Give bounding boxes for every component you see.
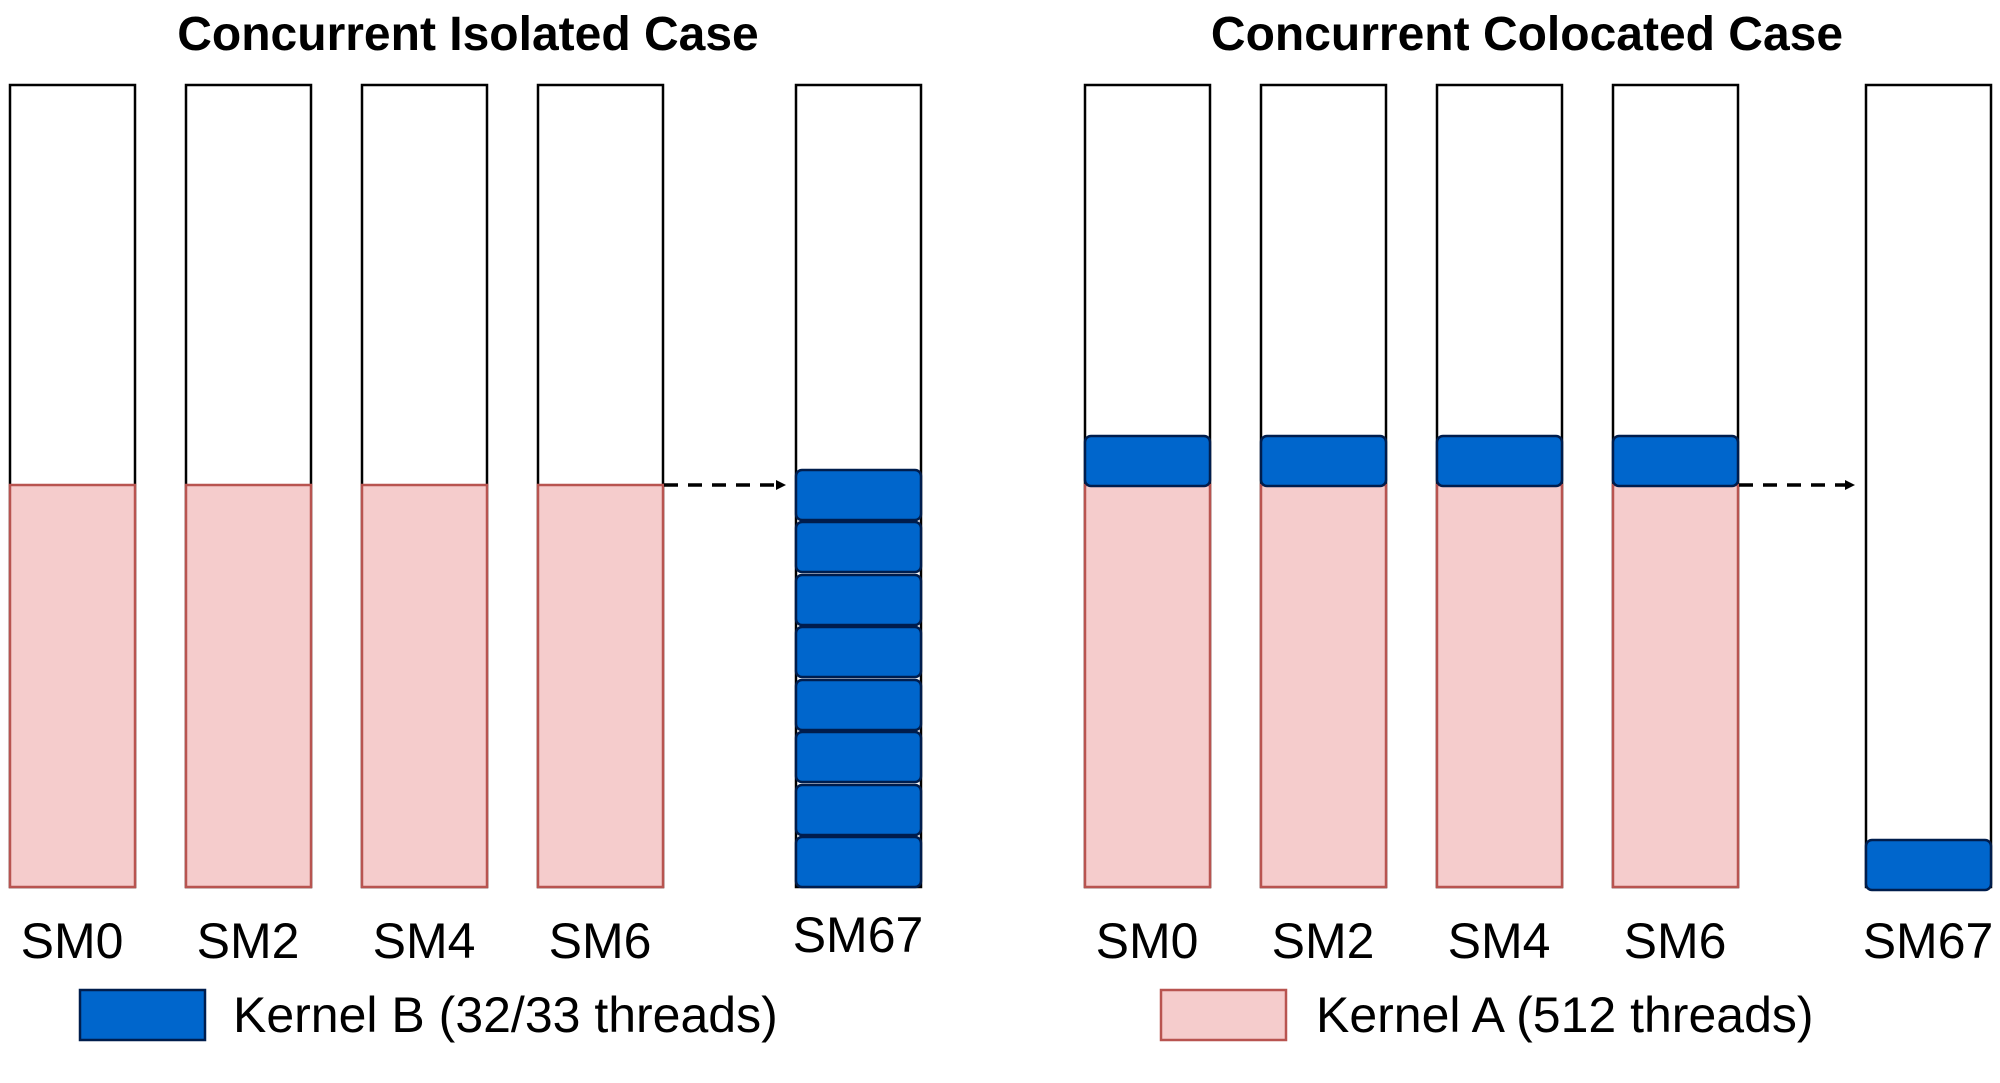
kernel-a-block xyxy=(536,483,665,889)
kernel-b-block xyxy=(1083,434,1212,488)
sm-label: SM2 xyxy=(197,913,300,969)
kernel-a-block xyxy=(8,483,137,889)
legend-label: Kernel B (32/33 threads) xyxy=(233,987,778,1043)
sm-column-sm2: SM2 xyxy=(184,83,313,969)
sm-column-sm67: SM67 xyxy=(1863,83,1994,969)
sm-column-sm67: SM67 xyxy=(793,83,924,963)
sm-label: SM4 xyxy=(373,913,476,969)
kernel-b-block xyxy=(794,520,923,574)
panel-title: Concurrent Colocated Case xyxy=(1211,8,1843,61)
sm-label: SM6 xyxy=(1624,913,1727,969)
kernel-a-block xyxy=(360,483,489,889)
kernel-a-block xyxy=(1611,483,1740,889)
kernel-b-block xyxy=(1259,434,1388,488)
sm-label: SM67 xyxy=(1863,913,1994,969)
sm-label: SM4 xyxy=(1448,913,1551,969)
kernel-a-block xyxy=(184,483,313,889)
kernel-b-block xyxy=(1611,434,1740,488)
kernel-b-block xyxy=(1435,434,1564,488)
sm-column-sm2: SM2 xyxy=(1259,83,1388,969)
sm-column-sm6: SM6 xyxy=(1611,83,1740,969)
sm-label: SM67 xyxy=(793,907,924,963)
kernel-b-block xyxy=(794,625,923,679)
legend-label: Kernel A (512 threads) xyxy=(1316,987,1814,1043)
kernel-a-block xyxy=(1435,483,1564,889)
kernel-a-block xyxy=(1259,483,1388,889)
kernel-a-block xyxy=(1083,483,1212,889)
legend-swatch-kernel-b xyxy=(78,988,207,1042)
sm-label: SM2 xyxy=(1272,913,1375,969)
panel-title: Concurrent Isolated Case xyxy=(177,8,758,61)
sm-column-sm4: SM4 xyxy=(360,83,489,969)
panel-colocated: Concurrent Colocated Case SM0 SM2 SM4 xyxy=(1083,8,1994,1043)
kernel-b-block xyxy=(794,678,923,732)
sm-column-frame xyxy=(1864,83,1993,889)
kernel-b-block xyxy=(794,783,923,837)
kernel-b-block xyxy=(794,730,923,784)
kernel-b-block xyxy=(794,468,923,522)
sm-column-sm0: SM0 xyxy=(1083,83,1212,969)
legend-kernel-a: Kernel A (512 threads) xyxy=(1159,987,1814,1043)
sm-label: SM0 xyxy=(1096,913,1199,969)
legend-swatch-kernel-a xyxy=(1159,988,1288,1042)
kernel-b-block xyxy=(794,573,923,627)
kernel-b-block xyxy=(1864,838,1993,892)
sm-label: SM6 xyxy=(549,913,652,969)
sm-column-sm6: SM6 xyxy=(536,83,665,969)
panel-isolated: Concurrent Isolated Case SM0 SM2 SM4 SM6 xyxy=(8,8,924,1043)
sm-column-sm4: SM4 xyxy=(1435,83,1564,969)
sm-label: SM0 xyxy=(21,913,124,969)
sm-column-sm0: SM0 xyxy=(8,83,137,969)
legend-kernel-b: Kernel B (32/33 threads) xyxy=(78,987,778,1043)
kernel-b-block xyxy=(794,835,923,889)
